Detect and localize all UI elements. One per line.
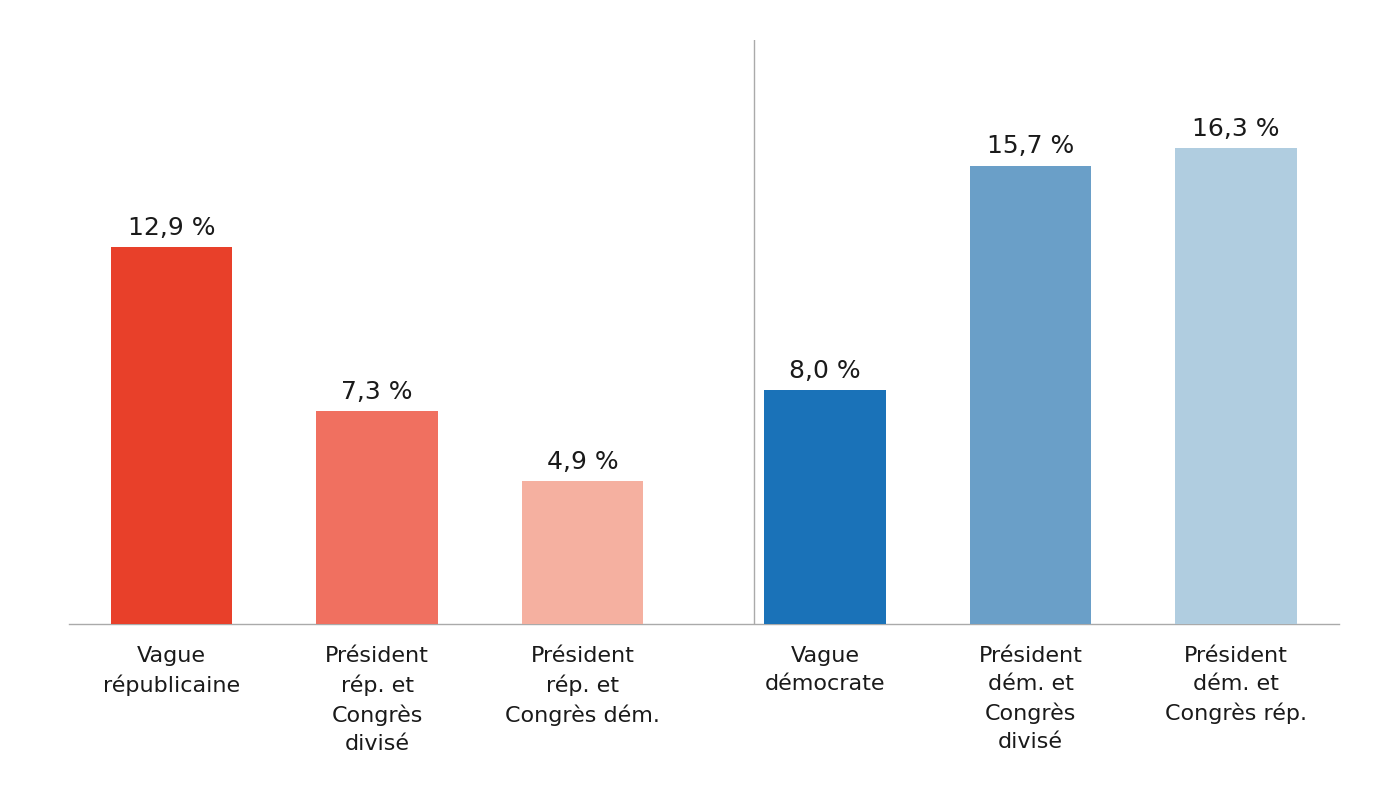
Text: 4,9 %: 4,9 % <box>546 450 618 474</box>
Bar <box>522 481 643 624</box>
Bar <box>970 166 1092 624</box>
Text: 8,0 %: 8,0 % <box>789 359 861 383</box>
Bar <box>1176 148 1297 624</box>
Text: 15,7 %: 15,7 % <box>987 134 1074 158</box>
Text: 16,3 %: 16,3 % <box>1192 117 1279 141</box>
Text: 12,9 %: 12,9 % <box>128 216 215 240</box>
Bar <box>110 247 232 624</box>
Bar <box>316 411 437 624</box>
Bar <box>765 390 886 624</box>
Text: 7,3 %: 7,3 % <box>341 379 413 403</box>
